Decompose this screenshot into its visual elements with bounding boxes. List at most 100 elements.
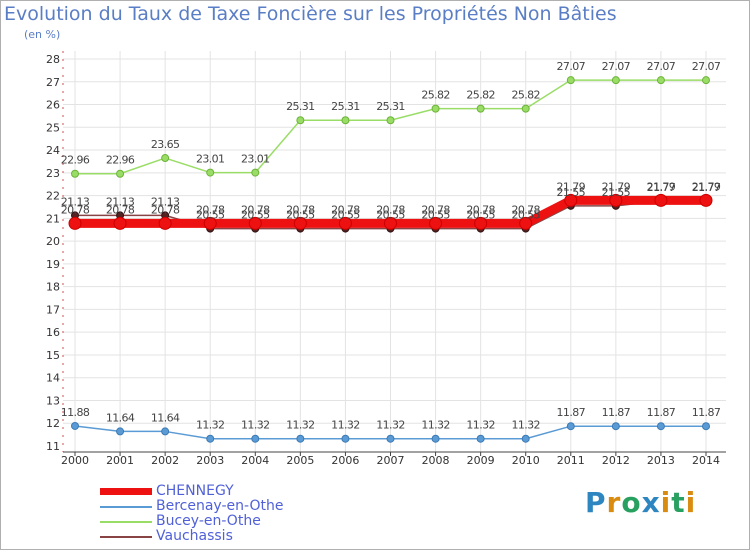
data-label-bercenay-en-othe-2005: 11.32	[286, 419, 315, 432]
point-chennegy-2007	[384, 216, 397, 230]
chart-title: Evolution du Taux de Taxe Foncière sur l…	[4, 3, 617, 25]
legend-item-vauchassis: Vauchassis	[100, 528, 360, 545]
point-chennegy-2006	[338, 216, 352, 230]
x-tick-label-2008: 2008	[422, 454, 450, 467]
x-tick-label-2001: 2001	[106, 454, 134, 467]
point-chennegy-2010	[519, 216, 533, 230]
point-bercenay-en-othe-2014	[702, 422, 710, 431]
y-tick-label-19: 19	[46, 258, 60, 271]
point-bercenay-en-othe-2000	[71, 421, 79, 430]
point-bercenay-en-othe-2011	[566, 422, 575, 431]
point-bercenay-en-othe-2001	[116, 427, 125, 436]
y-axis-unit-label: (en %)	[24, 28, 61, 41]
data-label-chennegy-2003: 20.78	[196, 203, 225, 216]
y-tick-label-11: 11	[46, 440, 60, 453]
point-bucey-en-othe-2009	[476, 104, 485, 113]
data-label-bucey-en-othe-2008: 25.82	[421, 89, 450, 102]
data-label-chennegy-2014: 21.79	[692, 180, 721, 193]
x-tick-label-2010: 2010	[512, 454, 540, 467]
logo-letter: i	[660, 486, 672, 519]
data-label-bucey-en-othe-2011: 27.07	[557, 60, 586, 73]
y-tick-label-13: 13	[46, 394, 60, 407]
y-tick-label-20: 20	[46, 235, 60, 248]
legend-swatch-vauchassis	[100, 536, 152, 538]
point-bercenay-en-othe-2009	[476, 434, 485, 443]
point-bucey-en-othe-2008	[431, 104, 440, 113]
y-tick-label-16: 16	[46, 326, 60, 339]
data-label-vauchassis-2014: 21.77	[692, 181, 721, 194]
data-label-bucey-en-othe-2014: 27.07	[692, 60, 721, 73]
point-bucey-en-othe-2001	[116, 169, 125, 178]
data-label-vauchassis-2004: 20.55	[241, 209, 270, 222]
data-label-bercenay-en-othe-2013: 11.87	[647, 406, 676, 419]
legend-item-chennegy: CHENNEGY	[100, 483, 360, 500]
data-label-bucey-en-othe-2003: 23.01	[196, 153, 225, 166]
point-bercenay-en-othe-2006	[341, 434, 350, 443]
data-label-bercenay-en-othe-2001: 11.64	[106, 411, 135, 424]
data-label-chennegy-2005: 20.78	[286, 203, 315, 216]
point-chennegy-2014	[699, 193, 713, 207]
x-tick-label-2014: 2014	[692, 454, 720, 467]
data-label-vauchassis-2013: 21.77	[647, 181, 676, 194]
x-tick-label-2007: 2007	[377, 454, 405, 467]
x-tick-label-2006: 2006	[331, 454, 359, 467]
data-label-bucey-en-othe-2009: 25.82	[466, 89, 495, 102]
data-label-vauchassis-2008: 20.55	[421, 209, 450, 222]
data-label-chennegy-2011: 21.79	[557, 180, 586, 193]
y-tick-label-22: 22	[46, 190, 60, 203]
data-label-vauchassis-2007: 20.55	[376, 209, 405, 222]
data-label-bercenay-en-othe-2003: 11.32	[196, 419, 225, 432]
data-label-chennegy-2000: 20.78	[61, 203, 90, 216]
y-tick-label-18: 18	[46, 281, 60, 294]
point-bercenay-en-othe-2012	[611, 422, 620, 431]
x-tick-label-2011: 2011	[557, 454, 585, 467]
data-label-bucey-en-othe-2010: 25.82	[511, 89, 540, 102]
y-tick-label-26: 26	[46, 99, 60, 112]
x-tick-label-2013: 2013	[647, 454, 675, 467]
legend-item-bucey: Bucey-en-Othe	[100, 513, 360, 530]
point-bucey-en-othe-2014	[702, 76, 710, 85]
point-bucey-en-othe-2006	[341, 116, 350, 125]
point-bucey-en-othe-2013	[656, 76, 665, 85]
y-tick-label-12: 12	[46, 417, 60, 430]
data-label-bercenay-en-othe-2010: 11.32	[511, 419, 540, 432]
x-tick-label-2003: 2003	[196, 454, 224, 467]
point-bucey-en-othe-2012	[611, 76, 620, 85]
data-labels: 20.78 20.78 20.78 20.78 20.78 20.78 20.78 20.78…	[61, 60, 722, 432]
grid	[63, 51, 726, 452]
point-chennegy-2005	[293, 216, 307, 230]
data-label-bercenay-en-othe-2014: 11.87	[692, 406, 721, 419]
x-tick-label-2002: 2002	[151, 454, 179, 467]
y-tick-label-14: 14	[46, 372, 60, 385]
y-tick-label-28: 28	[46, 53, 60, 66]
data-label-chennegy-2006: 20.78	[331, 203, 360, 216]
point-bucey-en-othe-2004	[251, 168, 260, 177]
data-label-vauchassis-2003: 20.55	[196, 209, 225, 222]
y-tick-label-24: 24	[46, 144, 60, 157]
point-chennegy-2011	[564, 193, 578, 207]
data-label-chennegy-2001: 20.78	[106, 203, 135, 216]
series-layer	[68, 76, 713, 443]
y-tick-label-17: 17	[46, 303, 60, 316]
data-label-vauchassis-2010: 20.55	[511, 209, 540, 222]
point-bercenay-en-othe-2004	[251, 434, 260, 443]
point-chennegy-2009	[474, 216, 488, 230]
x-tick-label-2009: 2009	[467, 454, 495, 467]
data-label-bucey-en-othe-2005: 25.31	[286, 100, 315, 113]
data-label-chennegy-2007: 20.78	[376, 203, 405, 216]
data-label-bercenay-en-othe-2009: 11.32	[466, 419, 495, 432]
data-label-vauchassis-2012: 21.55	[602, 186, 631, 199]
legend-swatch-chennegy	[100, 488, 152, 495]
logo-letter: t	[671, 486, 686, 519]
data-label-chennegy-2002: 20.78	[151, 203, 180, 216]
point-bercenay-en-othe-2010	[521, 434, 530, 443]
data-label-bercenay-en-othe-2008: 11.32	[421, 419, 450, 432]
point-bucey-en-othe-2005	[296, 116, 305, 125]
y-tick-label-15: 15	[46, 349, 60, 362]
logo-letter: i	[685, 486, 697, 519]
data-label-bucey-en-othe-2007: 25.31	[376, 100, 405, 113]
point-chennegy-2012	[609, 193, 623, 207]
point-bercenay-en-othe-2002	[161, 427, 170, 436]
data-label-bucey-en-othe-2001: 22.96	[106, 154, 135, 167]
